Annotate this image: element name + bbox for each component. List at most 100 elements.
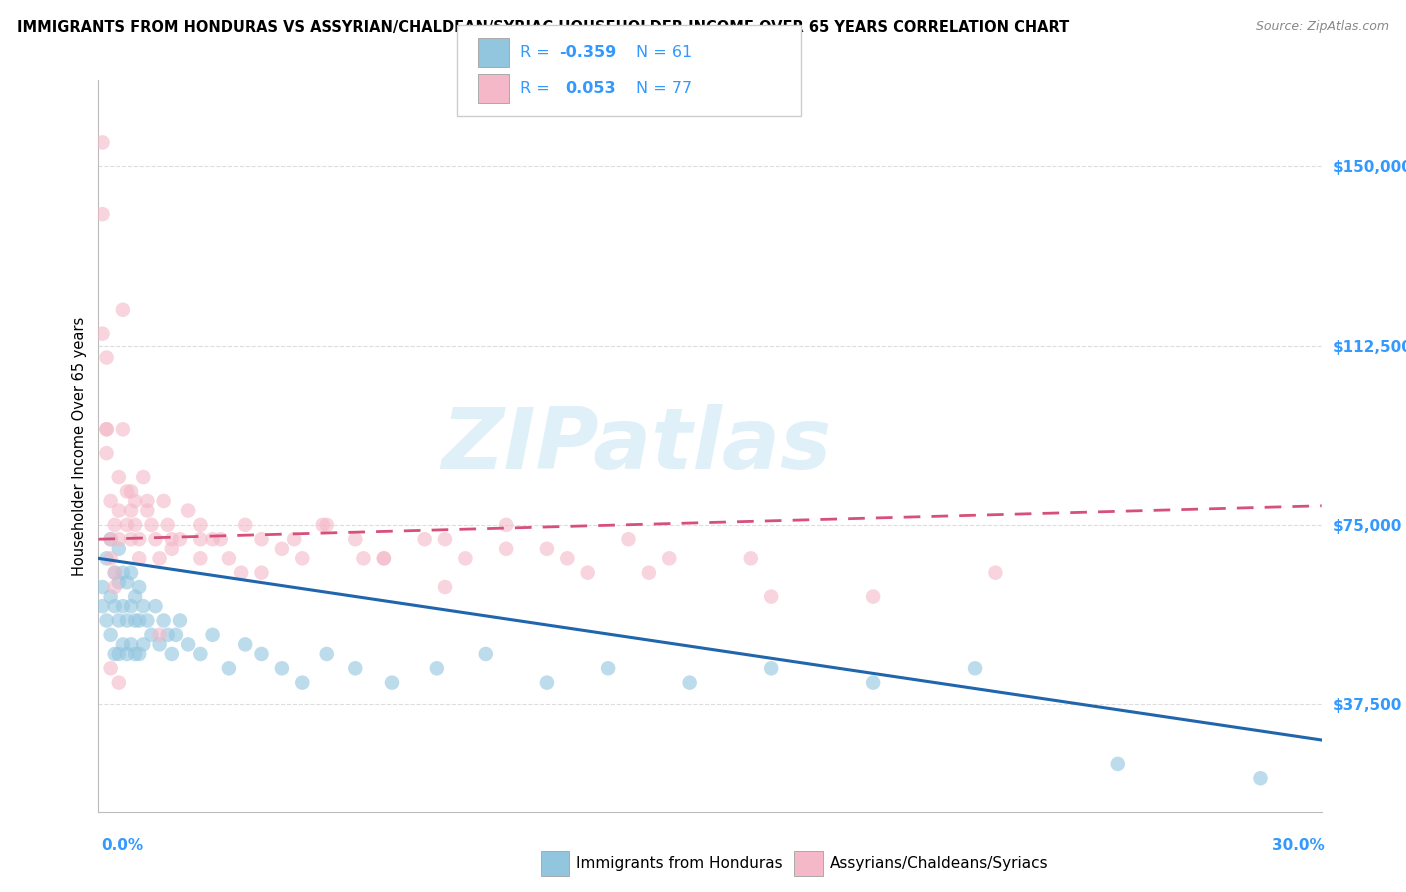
Point xyxy=(344,661,367,675)
Point xyxy=(100,494,122,508)
Point xyxy=(104,566,127,580)
Point xyxy=(315,517,337,532)
Point xyxy=(352,551,374,566)
Point xyxy=(165,628,187,642)
Point xyxy=(576,566,599,580)
Point xyxy=(658,551,681,566)
Point xyxy=(177,503,200,517)
Point xyxy=(862,675,884,690)
Point xyxy=(160,647,183,661)
Point xyxy=(115,575,138,590)
Point xyxy=(188,517,212,532)
Point xyxy=(115,484,138,499)
Point xyxy=(96,351,118,365)
Point xyxy=(120,503,142,517)
Point xyxy=(188,647,212,661)
Point xyxy=(124,494,146,508)
Text: IMMIGRANTS FROM HONDURAS VS ASSYRIAN/CHALDEAN/SYRIAC HOUSEHOLDER INCOME OVER 65 : IMMIGRANTS FROM HONDURAS VS ASSYRIAN/CHA… xyxy=(17,20,1069,35)
Point xyxy=(201,628,224,642)
Point xyxy=(270,541,294,556)
Point xyxy=(128,614,150,628)
Point xyxy=(108,647,131,661)
Point xyxy=(474,647,498,661)
Point xyxy=(96,551,118,566)
Point xyxy=(344,533,367,547)
Point xyxy=(96,422,118,436)
Point xyxy=(862,590,884,604)
Point xyxy=(100,533,122,547)
Point xyxy=(91,580,114,594)
Point xyxy=(233,637,256,651)
Point xyxy=(111,566,134,580)
Point xyxy=(145,533,167,547)
Point xyxy=(169,614,191,628)
Point xyxy=(104,580,127,594)
Point xyxy=(598,661,620,675)
Point xyxy=(120,599,142,614)
Point xyxy=(108,675,131,690)
Point xyxy=(91,136,114,150)
Point xyxy=(128,533,150,547)
Point xyxy=(373,551,395,566)
Point xyxy=(270,661,294,675)
Point xyxy=(104,599,127,614)
Point xyxy=(141,517,163,532)
Text: Source: ZipAtlas.com: Source: ZipAtlas.com xyxy=(1256,20,1389,33)
Point xyxy=(132,470,155,484)
Point xyxy=(124,517,146,532)
Point xyxy=(218,551,240,566)
Point xyxy=(100,533,122,547)
Point xyxy=(96,446,118,460)
Point xyxy=(177,637,200,651)
Point xyxy=(495,541,517,556)
Text: N = 77: N = 77 xyxy=(636,81,692,96)
Point xyxy=(740,551,762,566)
Point xyxy=(108,533,131,547)
Point xyxy=(536,675,558,690)
Text: 0.053: 0.053 xyxy=(565,81,616,96)
Point xyxy=(100,551,122,566)
Point xyxy=(108,614,131,628)
Point xyxy=(555,551,579,566)
Point xyxy=(108,575,131,590)
Point xyxy=(115,517,138,532)
Point xyxy=(124,614,146,628)
Point xyxy=(291,551,314,566)
Point xyxy=(100,661,122,675)
Text: R =: R = xyxy=(520,81,560,96)
Point xyxy=(120,637,142,651)
Point xyxy=(91,599,114,614)
Point xyxy=(120,484,142,499)
Point xyxy=(104,566,127,580)
Point xyxy=(132,599,155,614)
Point xyxy=(128,551,150,566)
Point xyxy=(136,503,159,517)
Point xyxy=(111,599,134,614)
Point xyxy=(209,533,232,547)
Point xyxy=(145,599,167,614)
Point xyxy=(160,541,183,556)
Point xyxy=(111,637,134,651)
Point xyxy=(434,580,457,594)
Text: Immigrants from Honduras: Immigrants from Honduras xyxy=(576,856,783,871)
Point xyxy=(1249,771,1271,785)
Point xyxy=(152,494,174,508)
Point xyxy=(201,533,224,547)
Point xyxy=(233,517,256,532)
Point xyxy=(679,675,702,690)
Point xyxy=(188,551,212,566)
Point xyxy=(637,566,661,580)
Point xyxy=(149,637,172,651)
Text: 0.0%: 0.0% xyxy=(101,838,143,853)
Point xyxy=(124,590,146,604)
Point xyxy=(111,422,134,436)
Point xyxy=(156,517,179,532)
Point xyxy=(434,533,457,547)
Point xyxy=(250,533,273,547)
Point xyxy=(104,517,127,532)
Point xyxy=(152,614,174,628)
Point xyxy=(115,647,138,661)
Point xyxy=(965,661,987,675)
Point xyxy=(373,551,395,566)
Point xyxy=(96,614,118,628)
